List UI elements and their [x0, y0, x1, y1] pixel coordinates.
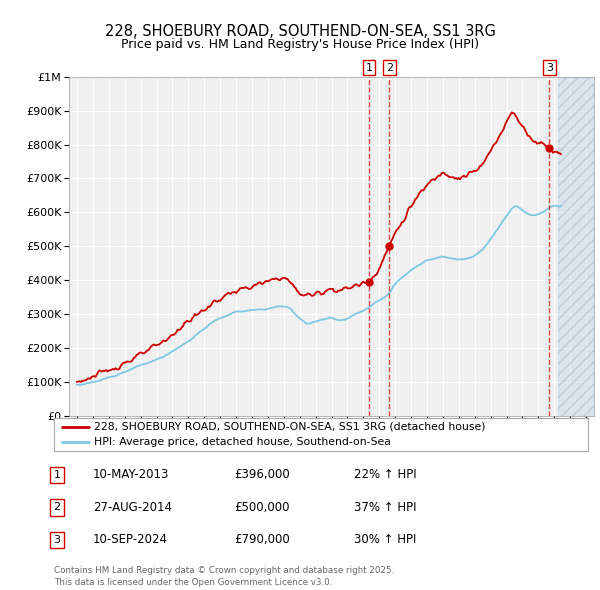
- Text: 10-MAY-2013: 10-MAY-2013: [93, 468, 169, 481]
- Text: HPI: Average price, detached house, Southend-on-Sea: HPI: Average price, detached house, Sout…: [94, 437, 391, 447]
- Text: £500,000: £500,000: [234, 501, 290, 514]
- Text: £396,000: £396,000: [234, 468, 290, 481]
- Text: 27-AUG-2014: 27-AUG-2014: [93, 501, 172, 514]
- Text: 1: 1: [365, 63, 373, 73]
- Text: Price paid vs. HM Land Registry's House Price Index (HPI): Price paid vs. HM Land Registry's House …: [121, 38, 479, 51]
- Text: 1: 1: [53, 470, 61, 480]
- Text: 30% ↑ HPI: 30% ↑ HPI: [354, 533, 416, 546]
- Bar: [558, 77, 594, 416]
- Text: 2: 2: [386, 63, 393, 73]
- Text: 2: 2: [53, 503, 61, 512]
- Text: Contains HM Land Registry data © Crown copyright and database right 2025.
This d: Contains HM Land Registry data © Crown c…: [54, 566, 394, 587]
- Text: 3: 3: [53, 535, 61, 545]
- Text: £790,000: £790,000: [234, 533, 290, 546]
- Text: 228, SHOEBURY ROAD, SOUTHEND-ON-SEA, SS1 3RG (detached house): 228, SHOEBURY ROAD, SOUTHEND-ON-SEA, SS1…: [94, 422, 485, 432]
- Text: 37% ↑ HPI: 37% ↑ HPI: [354, 501, 416, 514]
- Text: 228, SHOEBURY ROAD, SOUTHEND-ON-SEA, SS1 3RG: 228, SHOEBURY ROAD, SOUTHEND-ON-SEA, SS1…: [104, 24, 496, 38]
- Text: 3: 3: [546, 63, 553, 73]
- Text: 10-SEP-2024: 10-SEP-2024: [93, 533, 168, 546]
- Text: 22% ↑ HPI: 22% ↑ HPI: [354, 468, 416, 481]
- Bar: [558, 77, 594, 416]
